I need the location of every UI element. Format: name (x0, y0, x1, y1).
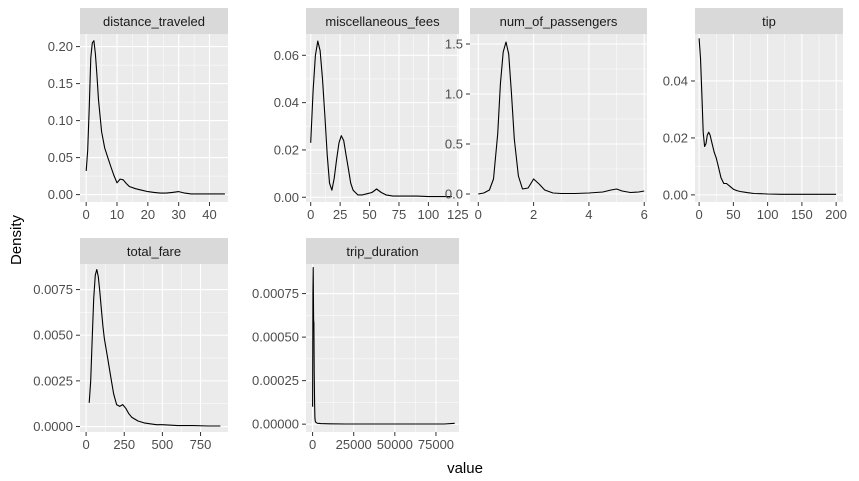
facet-strip (306, 8, 459, 34)
facet-title: miscellaneous_fees (325, 14, 440, 29)
facet-strip (80, 238, 228, 264)
facet-panel: tip 0 50 100 150 200 0.00 0.02 0.04 (663, 8, 847, 222)
x-tick-label: 100 (757, 207, 779, 222)
y-tick-label: 0.04 (274, 95, 299, 110)
x-tick-label: 0 (307, 207, 314, 222)
x-tick-label: 125 (447, 207, 469, 222)
density-line (88, 268, 221, 427)
y-tick-label: 0.00025 (252, 373, 299, 388)
y-tick-label: 0.15 (48, 76, 73, 91)
panel-background (80, 264, 228, 432)
y-tick-label: 0.0075 (33, 282, 73, 297)
y-tick-label: 0.02 (274, 142, 299, 157)
facet-title: tip (762, 14, 776, 29)
x-tick-label: 750 (190, 437, 212, 452)
x-tick-label: 0 (475, 207, 482, 222)
y-tick-label: 0.00 (663, 187, 688, 202)
density-line (478, 41, 645, 195)
x-tick-label: 250 (113, 437, 135, 452)
x-tick-label: 6 (641, 207, 648, 222)
x-tick-label: 4 (585, 207, 592, 222)
x-axis-title: value (447, 460, 483, 477)
facet-strip (80, 8, 228, 34)
x-tick-label: 10 (110, 207, 124, 222)
facet-panel: total_fare 0 250 500 750 0.0000 0.0025 0.0050 0.… (33, 238, 228, 452)
density-line (310, 40, 452, 198)
y-tick-label: 0.02 (663, 130, 688, 145)
y-tick-label: 0.0050 (33, 328, 73, 343)
y-tick-label: 0.00 (274, 190, 299, 205)
y-tick-label: 0.04 (663, 73, 688, 88)
panel-background (470, 34, 647, 202)
x-tick-label: 50 (726, 207, 740, 222)
y-tick-label: 1.5 (445, 37, 463, 52)
density-line (698, 38, 837, 195)
y-tick-label: 0.00000 (252, 417, 299, 432)
x-tick-label: 0 (83, 207, 90, 222)
facet-strip (695, 8, 843, 34)
facet-title: num_of_passengers (500, 14, 618, 29)
panel-background (695, 34, 843, 202)
y-tick-label: 0.00 (48, 187, 73, 202)
panel-background (80, 34, 228, 202)
facet-strip (306, 238, 459, 264)
x-tick-label: 0 (82, 437, 89, 452)
x-tick-label: 40 (202, 207, 216, 222)
y-axis-title: Density (8, 214, 25, 265)
y-tick-label: 1.0 (445, 87, 463, 102)
density-line (312, 266, 455, 425)
facet-panel: miscellaneous_fees 0 25 50 75 100 125 0.00 0.02 0… (274, 8, 469, 222)
x-tick-label: 25000 (336, 437, 372, 452)
y-tick-label: 0.00050 (252, 330, 299, 345)
y-tick-label: 0.0 (445, 187, 463, 202)
y-tick-label: 0.0025 (33, 373, 73, 388)
x-tick-label: 25 (333, 207, 347, 222)
facet-panel: num_of_passengers 0 2 4 6 0.0 0.5 1.0 1.5 (445, 8, 648, 222)
x-tick-label: 500 (152, 437, 174, 452)
panel-background (306, 34, 459, 202)
facet-strip (470, 8, 647, 34)
x-tick-label: 20 (141, 207, 155, 222)
y-tick-label: 0.10 (48, 113, 73, 128)
x-tick-label: 200 (825, 207, 847, 222)
x-tick-label: 0 (695, 207, 702, 222)
y-tick-label: 0.20 (48, 39, 73, 54)
y-tick-label: 0.06 (274, 48, 299, 63)
x-tick-label: 2 (530, 207, 537, 222)
facet-panel: distance_traveled 0 10 20 30 40 0.00 0.05 0.10 0.… (48, 8, 228, 222)
y-tick-label: 0.00075 (252, 286, 299, 301)
x-tick-label: 150 (791, 207, 813, 222)
y-tick-label: 0.05 (48, 150, 73, 165)
facet-title: total_fare (127, 244, 181, 259)
y-tick-label: 0.5 (445, 137, 463, 152)
x-tick-label: 0 (309, 437, 316, 452)
panel-background (306, 264, 459, 432)
facet-title: trip_duration (346, 244, 418, 259)
x-tick-label: 50 (362, 207, 376, 222)
facet-title: distance_traveled (103, 14, 205, 29)
x-tick-label: 50000 (377, 437, 413, 452)
x-tick-label: 30 (171, 207, 185, 222)
x-tick-label: 75000 (418, 437, 454, 452)
y-tick-label: 0.0000 (33, 419, 73, 434)
density-line (85, 40, 225, 195)
x-tick-label: 75 (392, 207, 406, 222)
x-tick-label: 100 (418, 207, 440, 222)
facet-panel: trip_duration 0 25000 50000 75000 0.00000 0.00… (252, 238, 459, 452)
